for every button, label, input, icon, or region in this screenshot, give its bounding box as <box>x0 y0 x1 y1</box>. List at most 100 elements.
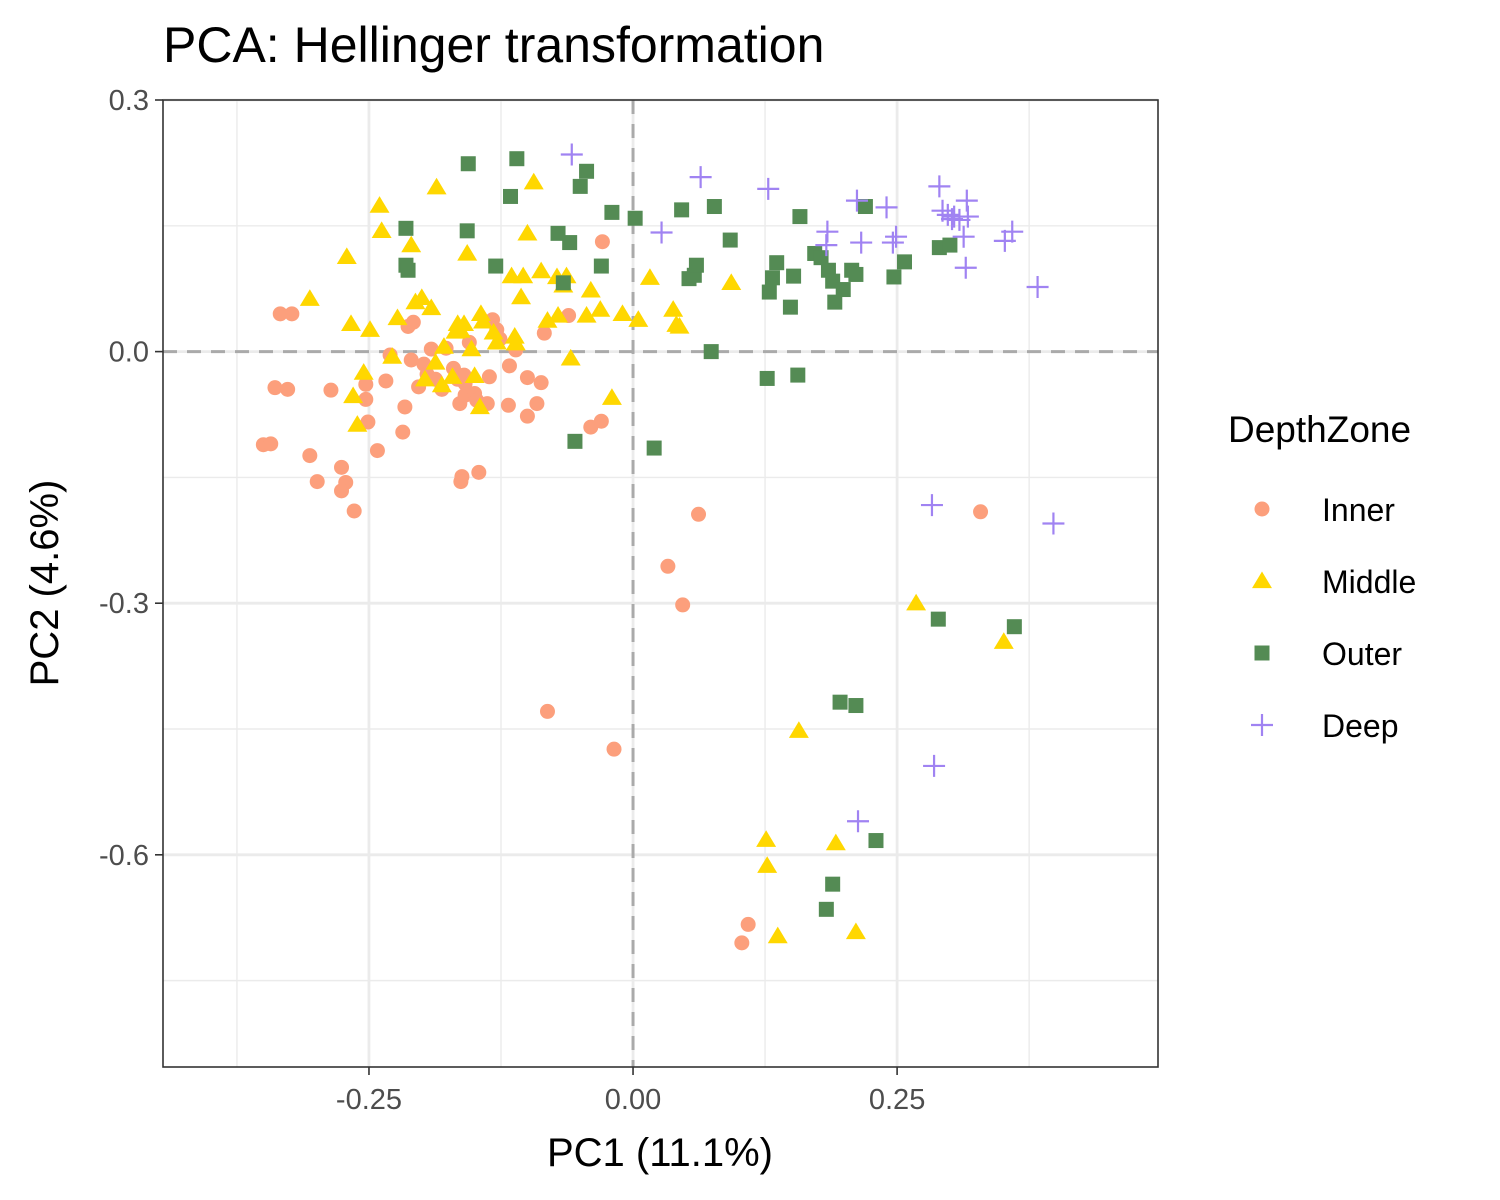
middle-point <box>464 366 485 384</box>
inner-point <box>594 234 610 250</box>
outer-point <box>604 204 620 220</box>
deep-point <box>850 231 873 254</box>
middle-point <box>756 830 777 847</box>
middle-point <box>576 306 597 323</box>
deep-point <box>650 221 673 244</box>
inner-point <box>323 382 339 398</box>
outer-point <box>868 833 884 849</box>
middle-point <box>425 353 446 370</box>
inner-point <box>334 459 350 475</box>
outer-point <box>827 294 843 310</box>
middle-point <box>523 172 544 190</box>
inner-point <box>691 506 707 522</box>
inner-point <box>973 504 989 520</box>
x-tick-label: 0.25 <box>869 1084 925 1116</box>
inner-point <box>539 703 555 719</box>
middle-point <box>461 339 482 357</box>
inner-point <box>533 375 549 391</box>
middle-point <box>825 833 846 851</box>
inner-point <box>405 314 421 330</box>
inner-point <box>660 558 676 574</box>
middle-point <box>639 268 660 285</box>
deep-point <box>955 189 978 212</box>
deep-point <box>881 231 904 254</box>
outer-point <box>896 254 912 270</box>
legend-key-middle <box>1252 571 1272 589</box>
zero-reference-lines <box>163 100 1158 1067</box>
inner-point <box>471 464 487 480</box>
outer-point <box>398 220 414 236</box>
outer-point <box>930 611 946 627</box>
deep-point <box>757 177 780 200</box>
inner-point <box>453 474 469 490</box>
middle-point <box>454 314 475 332</box>
inner-point <box>302 448 318 464</box>
middle-point <box>517 223 538 241</box>
outer-point <box>848 698 864 714</box>
middle-point <box>767 926 788 944</box>
outer-point <box>627 210 643 226</box>
outer-point <box>764 270 780 286</box>
legend-label-inner: Inner <box>1322 492 1395 528</box>
middle-point <box>469 397 490 415</box>
outer-point <box>769 255 785 271</box>
deep-point <box>845 189 868 212</box>
deep-point <box>1042 512 1065 535</box>
outer-point <box>835 282 851 298</box>
inner-point <box>358 376 374 392</box>
inner-point <box>500 397 516 413</box>
y-tick-label: -0.3 <box>99 588 149 620</box>
deep-point <box>847 810 870 833</box>
inner-point <box>378 373 394 389</box>
deep-point <box>560 143 583 166</box>
inner-point <box>334 483 350 499</box>
middle-point <box>483 322 504 340</box>
middle-point <box>612 304 633 321</box>
y-tick-label: 0.0 <box>109 337 149 369</box>
outer-point <box>703 344 719 360</box>
outer-point <box>706 199 722 215</box>
middle-point <box>401 235 422 253</box>
inner-point <box>360 414 376 430</box>
outer-point <box>567 433 583 449</box>
middle-point <box>426 177 447 195</box>
x-axis-ticks: -0.25 0.00 0.25 <box>336 1067 925 1116</box>
inner-point <box>481 369 497 385</box>
inner-point <box>309 474 325 490</box>
outer-point <box>555 275 571 291</box>
outer-point <box>857 199 873 215</box>
outer-point <box>509 151 525 167</box>
outer-point <box>790 367 806 383</box>
legend-label-deep: Deep <box>1322 708 1399 744</box>
deep-point <box>885 225 908 248</box>
middle-point <box>431 375 452 393</box>
middle-point <box>531 261 552 279</box>
middle-point <box>513 266 534 284</box>
middle-point <box>601 388 622 405</box>
middle-point <box>486 332 507 350</box>
outer-point <box>1006 619 1022 635</box>
middle-point <box>504 327 525 344</box>
outer-point <box>825 876 841 892</box>
middle-point <box>336 247 357 264</box>
middle-point <box>387 308 408 326</box>
middle-point <box>347 415 368 432</box>
middle-point <box>353 363 374 380</box>
middle-point <box>473 311 494 329</box>
data-points <box>255 143 1065 951</box>
outer-point <box>488 258 504 274</box>
middle-point <box>299 289 320 306</box>
y-axis-title: PC2 (4.6%) <box>23 480 67 687</box>
middle-point <box>906 593 927 611</box>
outer-point <box>459 223 475 239</box>
middle-point <box>537 311 558 328</box>
inner-point <box>403 352 419 368</box>
inner-point <box>272 306 288 322</box>
middle-point <box>845 922 866 940</box>
middle-point <box>580 280 601 298</box>
inner-point <box>423 341 439 357</box>
outer-point <box>460 156 476 172</box>
deep-point <box>948 208 971 231</box>
outer-point <box>400 262 416 278</box>
inner-point <box>606 741 622 757</box>
